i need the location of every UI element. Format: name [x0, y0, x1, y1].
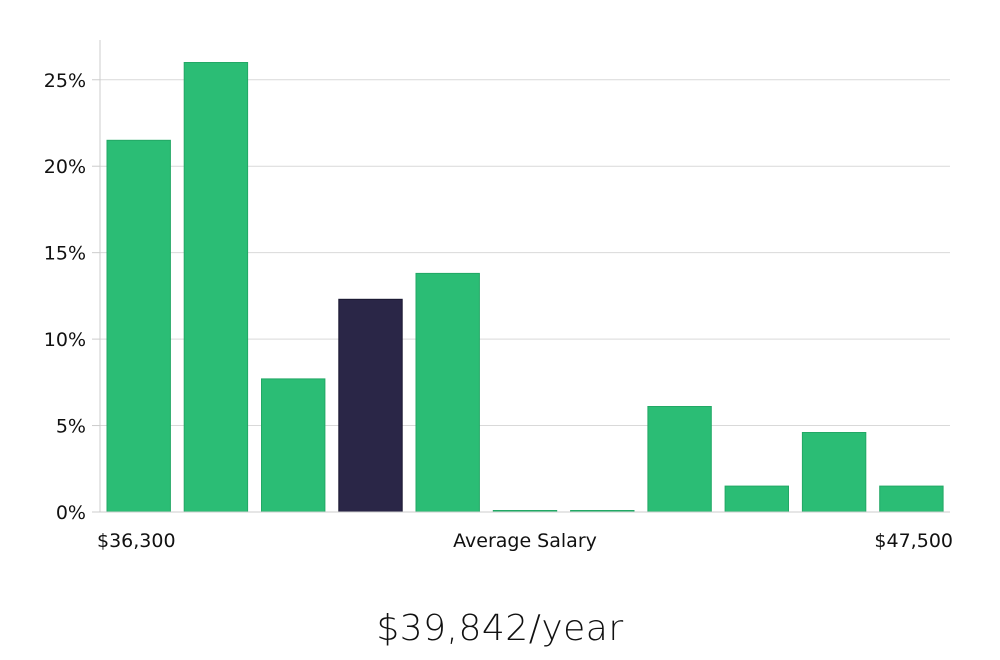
salary-histogram: 0%5%10%15%20%25% $36,300 Average Salary …: [44, 40, 953, 552]
average-salary-headline: $39,842/year: [376, 608, 624, 649]
histogram-bar: [183, 62, 249, 513]
histogram-bar: [106, 139, 171, 513]
y-tick-label: 10%: [44, 329, 86, 351]
y-tick-label: 20%: [44, 156, 86, 178]
histogram-bar-highlight: [338, 298, 403, 513]
histogram-bar: [647, 406, 712, 513]
histogram-bar: [879, 485, 944, 513]
y-axis-ticks: 0% 5% 10% 15% 20% 25%: [44, 70, 100, 524]
x-max-label: $47,500: [874, 530, 953, 552]
bars: [106, 62, 944, 513]
y-tick-label: 0%: [56, 502, 86, 524]
histogram-bar: [415, 272, 480, 513]
histogram-bar: [801, 432, 867, 513]
y-tick-label: 5%: [56, 416, 86, 438]
y-tick-label: 15%: [44, 243, 86, 265]
x-axis-title: Average Salary: [453, 530, 597, 552]
histogram-bar: [724, 485, 789, 513]
histogram-bar: [261, 378, 326, 513]
x-min-label: $36,300: [97, 530, 176, 552]
y-tick-label: 25%: [44, 70, 86, 92]
